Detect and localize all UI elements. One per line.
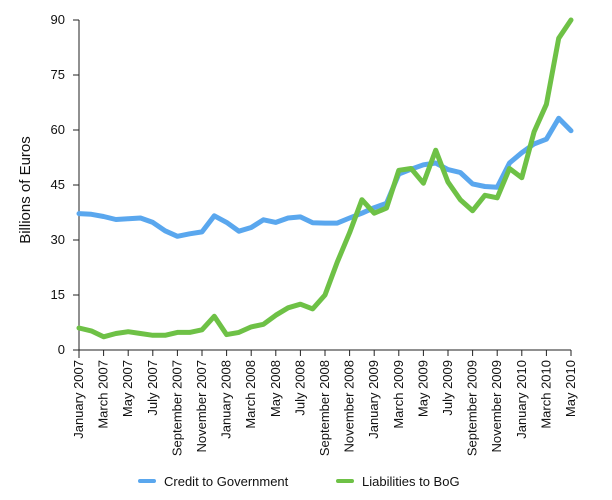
x-tick-label: November 2009 [489,360,504,453]
x-tick-label: July 2008 [292,360,307,416]
x-tick-label: January 2008 [219,360,234,439]
x-tick-label: March 2010 [538,360,553,429]
x-tick-label: May 2007 [120,360,135,417]
x-tick-label: March 2009 [391,360,406,429]
x-tick-label: July 2009 [440,360,455,416]
x-tick-label: July 2007 [145,360,160,416]
x-tick-label: January 2009 [366,360,381,439]
x-tick-label: September 2009 [465,360,480,456]
x-tick-label: September 2008 [317,360,332,456]
legend: Credit to Government Liabilities to BoG [138,474,460,489]
x-tick-label: September 2007 [169,360,184,456]
series-layer [76,17,574,340]
series-line-credit-to-government [76,115,574,239]
x-tick-label: March 2008 [243,360,258,429]
y-tick-label: 75 [51,67,65,82]
y-tick-label: 45 [51,177,65,192]
legend-label: Credit to Government [164,474,289,489]
y-tick-label: 30 [51,232,65,247]
y-tick-label: 90 [51,12,65,27]
y-axis: 0 15 30 45 60 75 90 [51,12,80,358]
x-axis: January 2007 March 2007 May 2007 July 2007 S… [71,349,578,456]
x-tick-label: January 2007 [71,360,86,439]
x-tick-label: March 2007 [96,360,111,429]
y-tick-label: 15 [51,287,65,302]
series-line-liabilities-to-bog [76,17,574,340]
x-tick-label: November 2008 [342,360,357,453]
x-tick-label: May 2008 [268,360,283,417]
x-tick-label: May 2009 [415,360,430,417]
legend-label: Liabilities to BoG [362,474,460,489]
x-tick-label: November 2007 [194,360,209,453]
y-tick-label: 0 [58,342,65,357]
y-axis-label: Billions of Euros [17,136,34,244]
x-tick-label: January 2010 [514,360,529,439]
y-tick-label: 60 [51,122,65,137]
x-tick-label: May 2010 [563,360,578,417]
